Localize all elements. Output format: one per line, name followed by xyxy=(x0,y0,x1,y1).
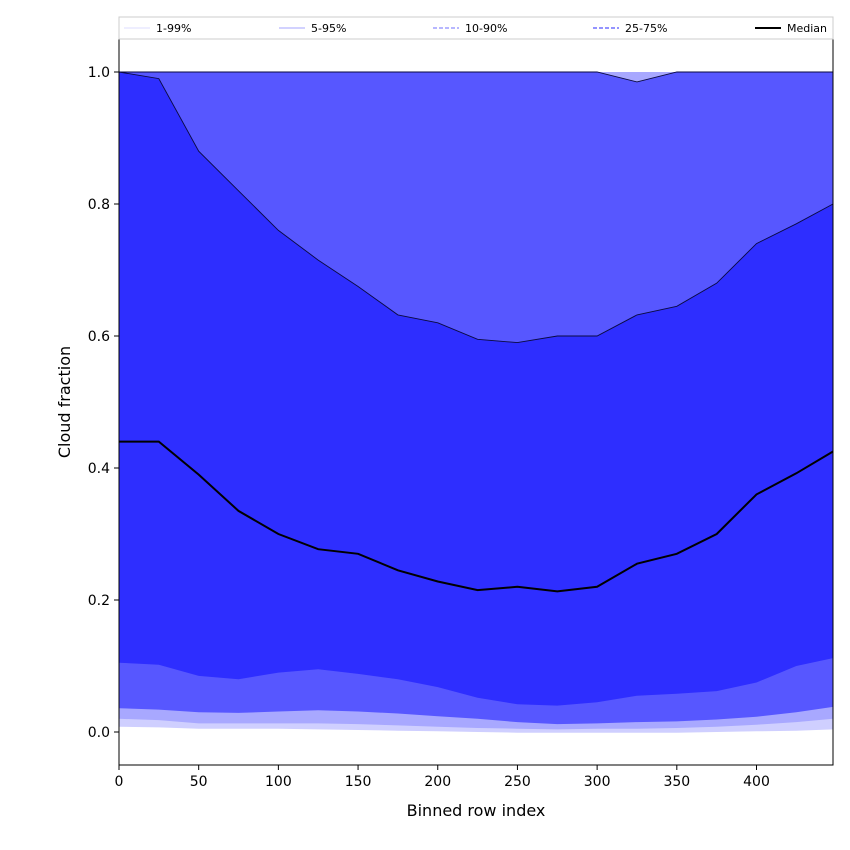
legend-label: Median xyxy=(787,22,827,35)
x-axis-ticks: 0 50 100 150 200 250 300 350 400 xyxy=(115,765,770,790)
y-tick-label: 0.2 xyxy=(88,593,110,609)
x-tick-label: 400 xyxy=(743,774,770,790)
y-tick-label: 1.0 xyxy=(88,65,110,81)
legend-label: 25-75% xyxy=(625,22,667,35)
legend-label: 1-99% xyxy=(156,22,191,35)
legend-label: 10-90% xyxy=(465,22,507,35)
bound-lines-layer xyxy=(118,71,834,344)
y-axis-label: Cloud fraction xyxy=(55,346,74,458)
x-tick-label: 100 xyxy=(265,774,292,790)
x-tick-label: 250 xyxy=(504,774,531,790)
y-tick-label: 0.8 xyxy=(88,197,110,213)
legend: 1-99% 5-95% 10-90% 25-75% Median xyxy=(118,16,834,40)
x-tick-label: 300 xyxy=(584,774,611,790)
upper-bound-line-25-75% xyxy=(118,71,834,344)
x-tick-label: 200 xyxy=(424,774,451,790)
legend-box xyxy=(118,16,834,40)
y-tick-label: 0.6 xyxy=(88,329,110,345)
x-tick-label: 150 xyxy=(345,774,372,790)
x-tick-label: 0 xyxy=(115,774,124,790)
bands-layer xyxy=(119,72,833,733)
x-tick-label: 50 xyxy=(190,774,208,790)
y-axis-ticks: 0.0 0.2 0.4 0.6 0.8 1.0 xyxy=(88,65,119,741)
x-tick-label: 350 xyxy=(663,774,690,790)
upper-bound-line-10-90% xyxy=(119,71,833,83)
band-25-75% xyxy=(119,72,833,706)
median-layer xyxy=(119,440,834,593)
median-line xyxy=(119,440,834,593)
x-axis-label: Binned row index xyxy=(407,801,546,820)
legend-label: 5-95% xyxy=(311,22,346,35)
y-tick-label: 0.0 xyxy=(88,725,110,741)
y-tick-label: 0.4 xyxy=(88,461,110,477)
